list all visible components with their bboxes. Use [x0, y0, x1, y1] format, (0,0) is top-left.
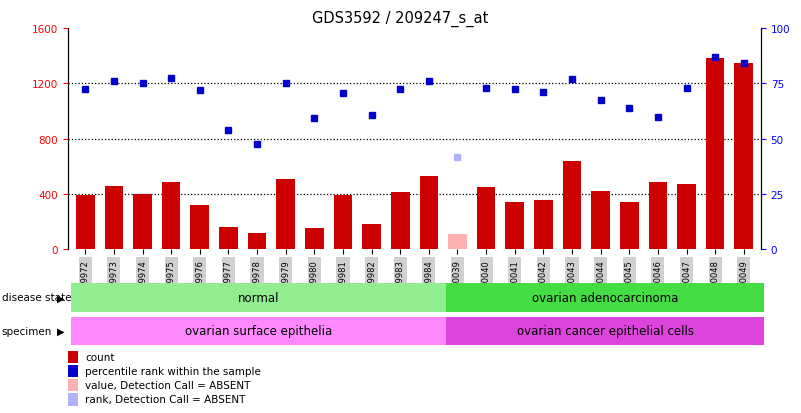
Bar — [76, 196, 95, 250]
Bar — [133, 195, 152, 250]
Text: normal: normal — [238, 291, 280, 304]
Bar — [448, 235, 467, 250]
Bar — [162, 182, 180, 250]
Text: percentile rank within the sample: percentile rank within the sample — [85, 366, 261, 376]
Bar — [706, 59, 724, 250]
Bar — [677, 185, 696, 250]
Text: rank, Detection Call = ABSENT: rank, Detection Call = ABSENT — [85, 394, 245, 404]
Bar — [334, 196, 352, 250]
Bar — [534, 200, 553, 250]
Text: ovarian adenocarcinoma: ovarian adenocarcinoma — [532, 291, 678, 304]
Text: ovarian cancer epithelial cells: ovarian cancer epithelial cells — [517, 324, 694, 337]
Bar — [248, 233, 267, 250]
Text: count: count — [85, 352, 115, 362]
Bar — [420, 177, 438, 250]
Bar — [105, 186, 123, 250]
Bar — [562, 161, 582, 250]
Bar — [191, 206, 209, 250]
Text: GDS3592 / 209247_s_at: GDS3592 / 209247_s_at — [312, 10, 489, 26]
Text: disease state: disease state — [2, 293, 71, 303]
Bar — [591, 192, 610, 250]
Text: ▶: ▶ — [57, 293, 65, 303]
Bar — [276, 179, 295, 250]
Bar — [735, 64, 753, 250]
Bar — [477, 188, 495, 250]
Bar — [649, 182, 667, 250]
Text: specimen: specimen — [2, 326, 52, 336]
Text: ovarian surface epithelia: ovarian surface epithelia — [185, 324, 332, 337]
Text: ▶: ▶ — [57, 326, 65, 336]
Bar — [362, 224, 381, 250]
Text: value, Detection Call = ABSENT: value, Detection Call = ABSENT — [85, 380, 250, 390]
Bar — [219, 228, 238, 250]
Bar — [391, 192, 409, 250]
Bar — [620, 203, 638, 250]
Bar — [305, 228, 324, 250]
Bar — [505, 203, 524, 250]
